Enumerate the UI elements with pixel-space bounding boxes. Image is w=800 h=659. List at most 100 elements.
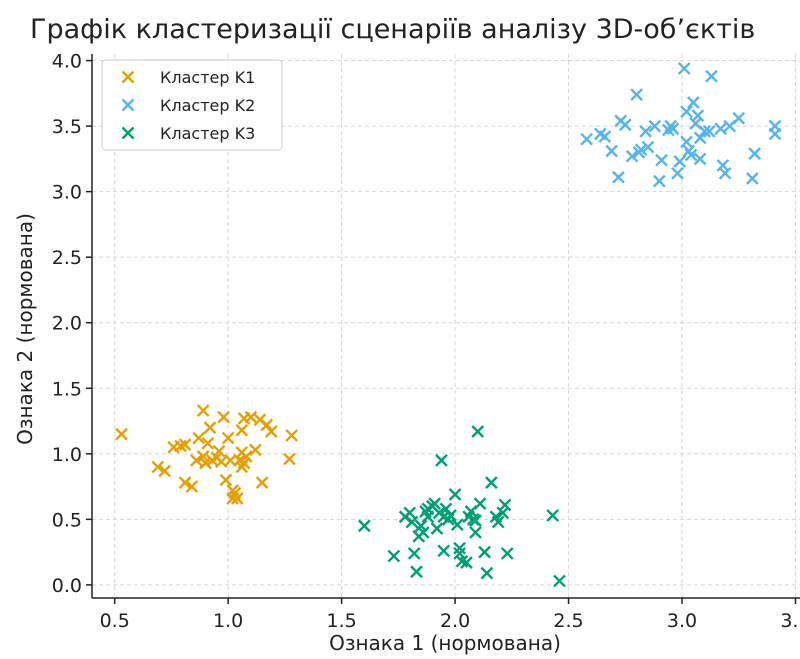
- marker-stroke: [718, 166, 732, 180]
- x-tick-label: 1.0: [213, 610, 243, 632]
- marker-stroke: [652, 174, 666, 188]
- data-point: [199, 456, 212, 470]
- marker-stroke: [357, 519, 371, 533]
- marker-stroke: [244, 410, 258, 424]
- legend-label: Кластер K2: [160, 96, 255, 115]
- data-point: [264, 425, 278, 438]
- data-point: [428, 497, 442, 510]
- marker-stroke: [283, 452, 296, 466]
- marker-stroke: [498, 498, 512, 512]
- data-point: [178, 476, 192, 489]
- marker-stroke: [698, 124, 712, 138]
- marker-stroke: [407, 547, 421, 560]
- marker-stroke: [598, 130, 612, 143]
- marker-stroke: [219, 473, 233, 487]
- marker-stroke: [485, 476, 498, 489]
- data-point: [618, 118, 632, 132]
- marker-stroke: [705, 69, 718, 83]
- data-point: [217, 410, 230, 424]
- data-point: [201, 436, 215, 450]
- marker-stroke: [469, 526, 482, 539]
- marker-stroke: [212, 444, 226, 458]
- data-point: [469, 514, 482, 528]
- data-point: [480, 566, 494, 580]
- marker-stroke: [553, 574, 566, 588]
- marker-stroke: [450, 518, 464, 531]
- marker-stroke: [201, 436, 215, 450]
- marker-stroke: [221, 431, 235, 445]
- marker-stroke: [285, 429, 299, 442]
- marker-stroke: [689, 117, 702, 130]
- data-point: [224, 454, 237, 467]
- marker-stroke: [416, 526, 430, 539]
- data-point: [686, 96, 700, 109]
- marker-stroke: [748, 147, 761, 160]
- data-point: [718, 166, 732, 180]
- x-tick-label: 1.5: [327, 610, 357, 632]
- marker-stroke: [151, 460, 165, 474]
- marker-stroke: [612, 170, 625, 184]
- marker-stroke: [203, 421, 217, 434]
- y-axis-label: Ознака 2 (нормована): [13, 213, 37, 445]
- data-point: [680, 105, 693, 119]
- marker-stroke: [460, 556, 473, 569]
- marker-stroke: [500, 547, 514, 560]
- marker-stroke: [580, 132, 594, 146]
- marker-stroke: [435, 454, 448, 467]
- data-point: [630, 88, 643, 101]
- data-point: [605, 144, 619, 158]
- x-tick-label: 3.5: [780, 610, 800, 632]
- y-tick-label: 2.0: [52, 313, 82, 335]
- marker-stroke: [655, 153, 668, 167]
- marker-stroke: [471, 425, 485, 438]
- data-point: [652, 174, 666, 188]
- marker-stroke: [121, 70, 135, 84]
- x-tick-label: 3.0: [667, 610, 697, 632]
- data-point: [677, 62, 691, 75]
- data-point: [693, 131, 707, 145]
- data-point: [485, 476, 498, 489]
- data-point: [405, 515, 419, 529]
- data-point: [460, 556, 473, 569]
- data-point: [407, 547, 421, 560]
- marker-stroke: [732, 111, 746, 125]
- marker-stroke: [121, 98, 135, 112]
- marker-stroke: [489, 510, 503, 524]
- x-tick-label: 0.5: [100, 610, 130, 632]
- marker-stroke: [666, 122, 680, 136]
- marker-stroke: [190, 454, 203, 467]
- marker-stroke: [593, 127, 607, 141]
- data-point: [748, 147, 761, 160]
- series-k2: [580, 62, 782, 188]
- marker-stroke: [437, 544, 451, 558]
- marker-stroke: [260, 418, 274, 432]
- marker-stroke: [473, 497, 487, 510]
- legend-label: Кластер K3: [160, 124, 255, 143]
- data-point: [196, 404, 210, 417]
- legend-marker: [121, 70, 135, 84]
- legend-marker: [121, 126, 135, 140]
- marker-stroke: [691, 109, 705, 122]
- marker-stroke: [230, 492, 244, 505]
- data-point: [439, 502, 453, 516]
- data-point: [768, 119, 782, 133]
- data-point: [410, 565, 423, 579]
- data-point: [716, 159, 730, 172]
- data-point: [680, 135, 693, 149]
- data-point: [235, 423, 249, 437]
- marker-stroke: [264, 425, 278, 438]
- data-point: [698, 124, 712, 138]
- data-point: [500, 547, 514, 560]
- marker-stroke: [233, 454, 246, 467]
- data-point: [244, 410, 258, 424]
- series-k3: [357, 425, 566, 588]
- marker-stroke: [196, 404, 210, 417]
- data-point: [732, 111, 746, 125]
- marker-stroke: [178, 476, 192, 489]
- marker-stroke: [228, 486, 242, 500]
- data-point: [453, 547, 466, 560]
- data-point: [453, 541, 466, 555]
- marker-stroke: [214, 455, 228, 469]
- data-point: [612, 170, 625, 184]
